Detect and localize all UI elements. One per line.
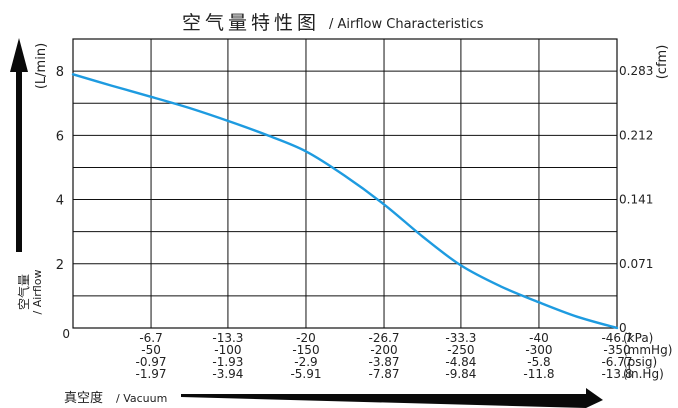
x-unit-label: (psig) <box>623 355 657 369</box>
y-tick-label: 4 <box>56 194 64 209</box>
x-tick-label-mmhg: -200 <box>370 343 397 357</box>
x-tick-label-inhg: -7.87 <box>368 367 399 381</box>
x-tick-label-kpa: -20 <box>296 331 316 345</box>
x-tick-label-mmhg: -350 <box>603 343 630 357</box>
x-tick-label-mmhg: -150 <box>292 343 319 357</box>
x-tick-label-kpa: -33.3 <box>445 331 476 345</box>
x-tick-label-kpa: -46.7 <box>601 331 632 345</box>
x-tick-label-inhg: -9.84 <box>445 367 476 381</box>
x-tick-label-inhg: -13.8 <box>601 367 632 381</box>
y-tick-label: 2 <box>56 258 64 273</box>
y-right-tick-label: 0.283 <box>619 64 653 78</box>
y-axis-label-cn: 空气量 <box>16 274 31 310</box>
x-axis-arrow <box>181 388 603 408</box>
airflow-curve <box>71 73 619 330</box>
x-tick-label-inhg: -1.97 <box>136 367 167 381</box>
arrow-layer <box>10 38 603 408</box>
x-unit-label: (kPa) <box>623 331 653 345</box>
y-right-tick-label: 0.141 <box>619 193 653 207</box>
y-right-tick-label: 0.212 <box>619 128 653 142</box>
x-axis-label-en: / Vacuum <box>116 392 167 405</box>
y-axis-label-en: / Airflow <box>31 270 44 315</box>
x-tick-label-mmhg: -300 <box>525 343 552 357</box>
x-tick-label-psig: -1.93 <box>212 355 243 369</box>
x-tick-label-psig: -0.97 <box>136 355 167 369</box>
x-tick-label-kpa: -26.7 <box>368 331 399 345</box>
x-tick-label-psig: -2.9 <box>294 355 317 369</box>
curve-layer <box>71 73 619 330</box>
chart-title: 空气量特性图 <box>182 12 320 34</box>
x-tick-label-psig: -4.84 <box>445 355 476 369</box>
x-tick-label-inhg: -11.8 <box>523 367 554 381</box>
x-tick-label-inhg: -3.94 <box>212 367 243 381</box>
y-tick-label: 6 <box>56 129 64 144</box>
y-tick-label: 8 <box>56 65 64 80</box>
x-axis-label-cn: 真空度 <box>64 390 103 406</box>
y-axis-arrow <box>10 38 28 252</box>
x-tick-label-kpa: -13.3 <box>212 331 243 345</box>
x-tick-label-psig: -5.8 <box>527 355 550 369</box>
x-tick-label-inhg: -5.91 <box>290 367 321 381</box>
chart-title-en: / Airflow Characteristics <box>329 17 484 32</box>
grid <box>72 38 618 329</box>
y-tick-label: 0 <box>62 327 70 341</box>
y-units-left: (L/min) <box>34 43 49 89</box>
y-right-tick-label: 0.071 <box>619 257 653 271</box>
x-tick-label-psig: -3.87 <box>368 355 399 369</box>
y-units-right: (cfm) <box>655 45 670 80</box>
y-right-tick-label: 0 <box>619 321 627 335</box>
x-unit-label: (in.Hg) <box>623 367 664 381</box>
x-tick-label-kpa: -40 <box>529 331 549 345</box>
x-tick-label-mmhg: -50 <box>141 343 161 357</box>
x-unit-label: (mmHg) <box>623 343 672 357</box>
x-tick-label-mmhg: -100 <box>214 343 241 357</box>
x-tick-label-psig: -6.77 <box>601 355 632 369</box>
x-tick-label-mmhg: -250 <box>447 343 474 357</box>
x-tick-label-kpa: -6.7 <box>139 331 162 345</box>
plot-frame <box>72 38 618 329</box>
